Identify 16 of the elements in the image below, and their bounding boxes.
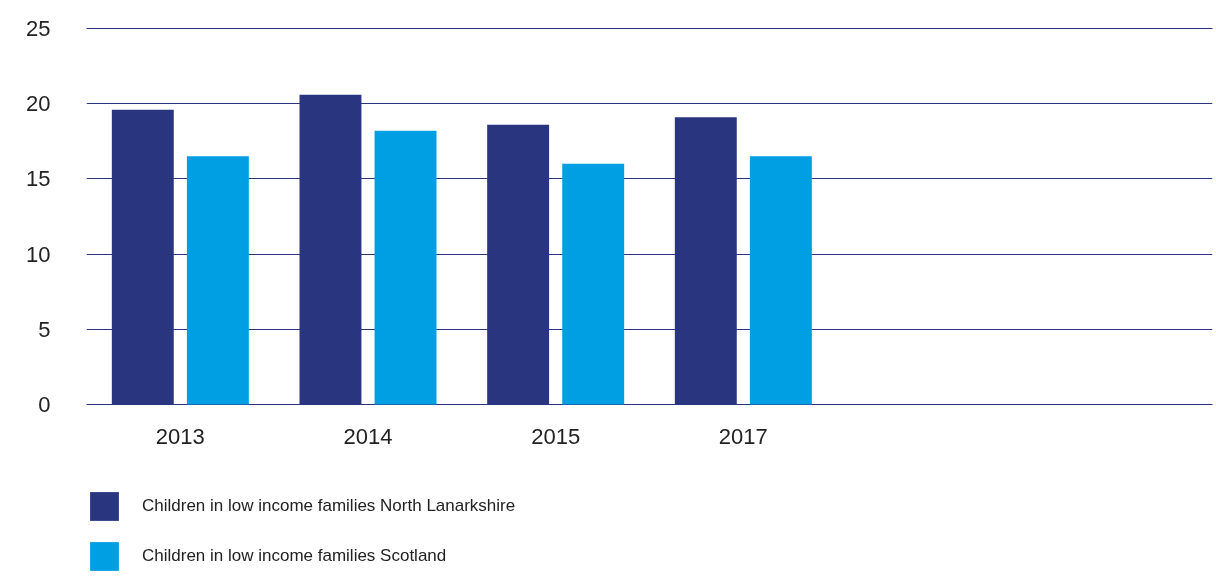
y-tick-label: 25	[26, 16, 51, 41]
y-tick-label: 10	[26, 241, 51, 267]
y-tick-label: 15	[26, 166, 51, 192]
bar	[562, 163, 625, 405]
x-tick-label: 2015	[531, 423, 581, 449]
y-tick-label: 20	[26, 91, 51, 117]
bar	[749, 156, 812, 405]
x-tick-label: 2013	[155, 423, 205, 449]
bar	[374, 130, 437, 405]
legend-label: Children in low income families Scotland	[142, 546, 447, 566]
x-tick-label: 2014	[343, 423, 393, 449]
y-tick-label: 0	[38, 392, 51, 417]
y-tick-label: 5	[38, 316, 51, 342]
legend-label: Children in low income families North Lanarkshire	[142, 496, 516, 516]
bar	[186, 156, 249, 405]
x-tick-label: 2017	[718, 423, 768, 449]
